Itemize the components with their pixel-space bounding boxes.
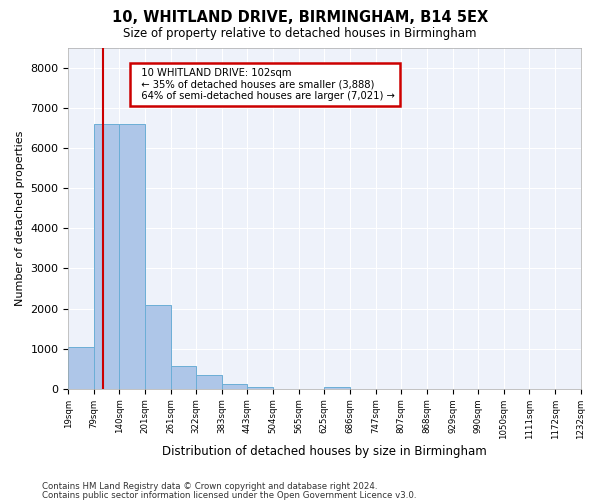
- Bar: [324, 387, 350, 389]
- Text: Size of property relative to detached houses in Birmingham: Size of property relative to detached ho…: [123, 28, 477, 40]
- Text: 10, WHITLAND DRIVE, BIRMINGHAM, B14 5EX: 10, WHITLAND DRIVE, BIRMINGHAM, B14 5EX: [112, 10, 488, 25]
- Text: Contains public sector information licensed under the Open Government Licence v3: Contains public sector information licen…: [42, 490, 416, 500]
- Bar: [145, 304, 170, 389]
- Bar: [196, 375, 222, 389]
- Bar: [119, 124, 145, 389]
- Text: Contains HM Land Registry data © Crown copyright and database right 2024.: Contains HM Land Registry data © Crown c…: [42, 482, 377, 491]
- Bar: [94, 124, 119, 389]
- Bar: [68, 346, 94, 389]
- Bar: [247, 387, 273, 389]
- Text: 10 WHITLAND DRIVE: 102sqm
  ← 35% of detached houses are smaller (3,888)
  64% o: 10 WHITLAND DRIVE: 102sqm ← 35% of detac…: [135, 68, 395, 101]
- Bar: [170, 366, 196, 389]
- Y-axis label: Number of detached properties: Number of detached properties: [15, 130, 25, 306]
- Bar: [222, 384, 247, 389]
- X-axis label: Distribution of detached houses by size in Birmingham: Distribution of detached houses by size …: [162, 444, 487, 458]
